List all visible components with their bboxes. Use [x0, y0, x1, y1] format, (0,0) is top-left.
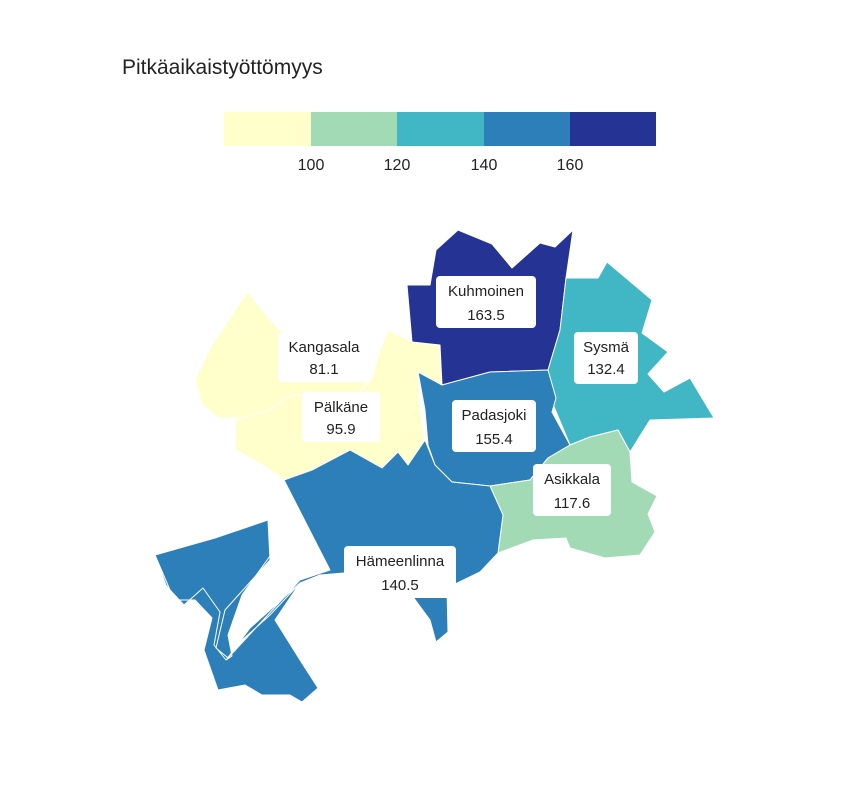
- legend-swatch-3: [484, 112, 570, 146]
- legend-tick-160: 160: [557, 157, 584, 174]
- region-hameenlinna[interactable]: [154, 439, 504, 703]
- label-padasjoki-value: 155.4: [475, 431, 513, 448]
- label-palkane: Pälkäne 95.9: [302, 392, 380, 442]
- label-kuhmoinen-name: Kuhmoinen: [448, 283, 524, 300]
- legend-tick-140: 140: [471, 157, 498, 174]
- label-asikkala-name: Asikkala: [544, 471, 601, 488]
- label-sysma-name: Sysmä: [583, 339, 630, 356]
- legend-swatch-2: [397, 112, 484, 146]
- label-padasjoki-name: Padasjoki: [461, 407, 526, 424]
- legend-swatch-0: [224, 112, 311, 146]
- label-sysma-value: 132.4: [587, 361, 625, 378]
- label-hameenlinna: Hämeenlinna 140.5: [344, 546, 456, 598]
- label-sysma: Sysmä 132.4: [574, 332, 638, 384]
- label-padasjoki: Padasjoki 155.4: [452, 400, 536, 452]
- legend-swatch-4: [570, 112, 656, 146]
- map-title: Pitkäaikaistyöttömyys: [122, 56, 323, 79]
- label-palkane-value: 95.9: [326, 421, 355, 438]
- label-palkane-name: Pälkäne: [314, 399, 368, 416]
- label-asikkala-value: 117.6: [554, 495, 590, 512]
- legend-tick-120: 120: [384, 157, 411, 174]
- legend-swatch-1: [311, 112, 397, 146]
- label-kuhmoinen-value: 163.5: [467, 307, 505, 324]
- label-kuhmoinen: Kuhmoinen 163.5: [436, 276, 536, 328]
- label-kangasala-name: Kangasala: [289, 339, 361, 356]
- label-hameenlinna-name: Hämeenlinna: [356, 553, 445, 570]
- label-asikkala: Asikkala 117.6: [533, 464, 611, 516]
- label-kangasala: Kangasala 81.1: [278, 332, 370, 382]
- label-kangasala-value: 81.1: [309, 361, 338, 378]
- color-legend: 100 120 140 160: [224, 112, 656, 174]
- label-hameenlinna-value: 140.5: [381, 577, 419, 594]
- legend-tick-100: 100: [298, 157, 325, 174]
